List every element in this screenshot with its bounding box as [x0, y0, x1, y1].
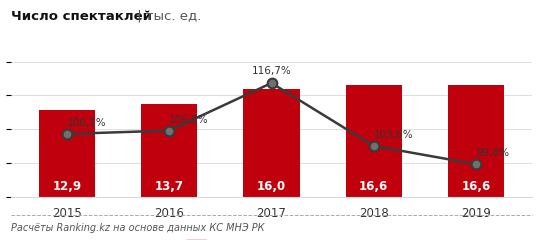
Bar — [345, 84, 402, 197]
Bar — [448, 84, 504, 197]
Bar — [243, 89, 300, 197]
Text: 106,1%: 106,1% — [67, 118, 107, 128]
Text: Расчёты Ranking.kz на основе данных КС МНЭ РК: Расчёты Ranking.kz на основе данных КС М… — [11, 223, 264, 233]
Bar — [39, 109, 95, 197]
Bar — [141, 104, 198, 197]
Text: | тыс. ед.: | тыс. ед. — [133, 10, 201, 23]
Text: Число спектаклей: Число спектаклей — [11, 10, 152, 23]
Text: 116,7%: 116,7% — [251, 66, 292, 76]
Text: 99,8%: 99,8% — [476, 148, 509, 158]
Text: 103,6%: 103,6% — [374, 130, 413, 140]
Text: 106,8%: 106,8% — [169, 115, 209, 125]
Text: 16,0: 16,0 — [257, 180, 286, 193]
Text: 16,6: 16,6 — [359, 180, 388, 193]
Text: 12,9: 12,9 — [53, 180, 81, 193]
Legend: Всего, Рост к итогу: Всего, Рост к итогу — [182, 235, 361, 240]
Text: 16,6: 16,6 — [462, 180, 490, 193]
Text: 13,7: 13,7 — [155, 180, 184, 193]
